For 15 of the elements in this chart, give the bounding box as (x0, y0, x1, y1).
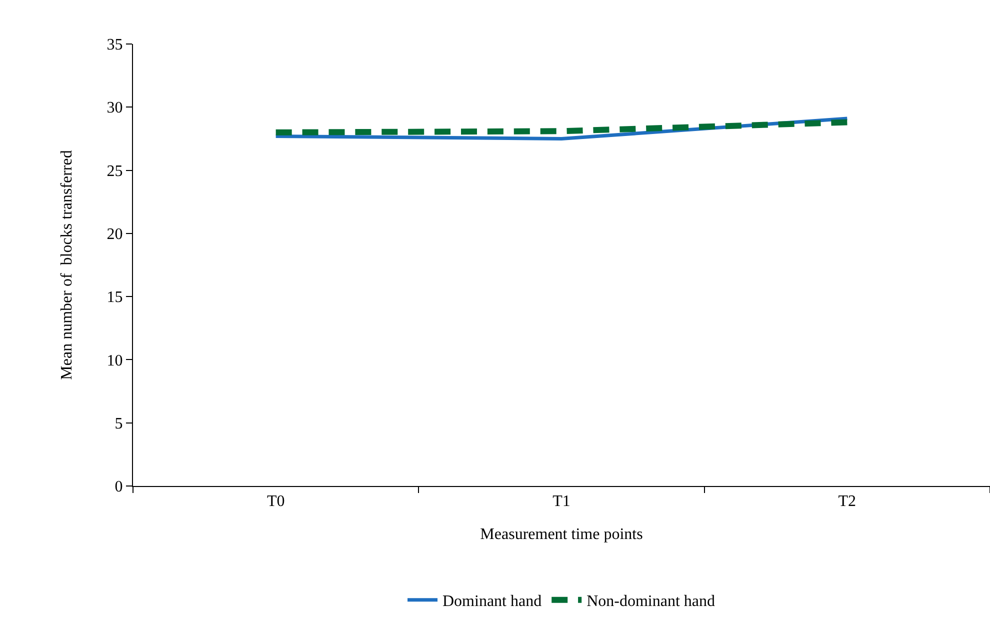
y-tick-label: 10 (106, 352, 123, 370)
y-tick-label: 20 (106, 226, 123, 244)
legend-label: Dominant hand (442, 593, 542, 610)
y-tick-label: 30 (106, 100, 123, 117)
x-axis-title: Measurement time points (480, 526, 643, 543)
y-axis-title: Mean number of blocks transferred (58, 150, 76, 380)
x-tick-label: T2 (838, 493, 856, 510)
x-tick-label: T0 (266, 493, 285, 510)
y-tick-label: 5 (114, 415, 123, 432)
y-tick-label: 35 (106, 36, 123, 54)
x-tick-label: T1 (552, 493, 570, 510)
y-tick-label: 15 (106, 289, 123, 306)
y-tick-label: 0 (114, 478, 123, 496)
legend-label: Non-dominant hand (586, 593, 716, 610)
y-tick-label: 25 (106, 162, 123, 180)
